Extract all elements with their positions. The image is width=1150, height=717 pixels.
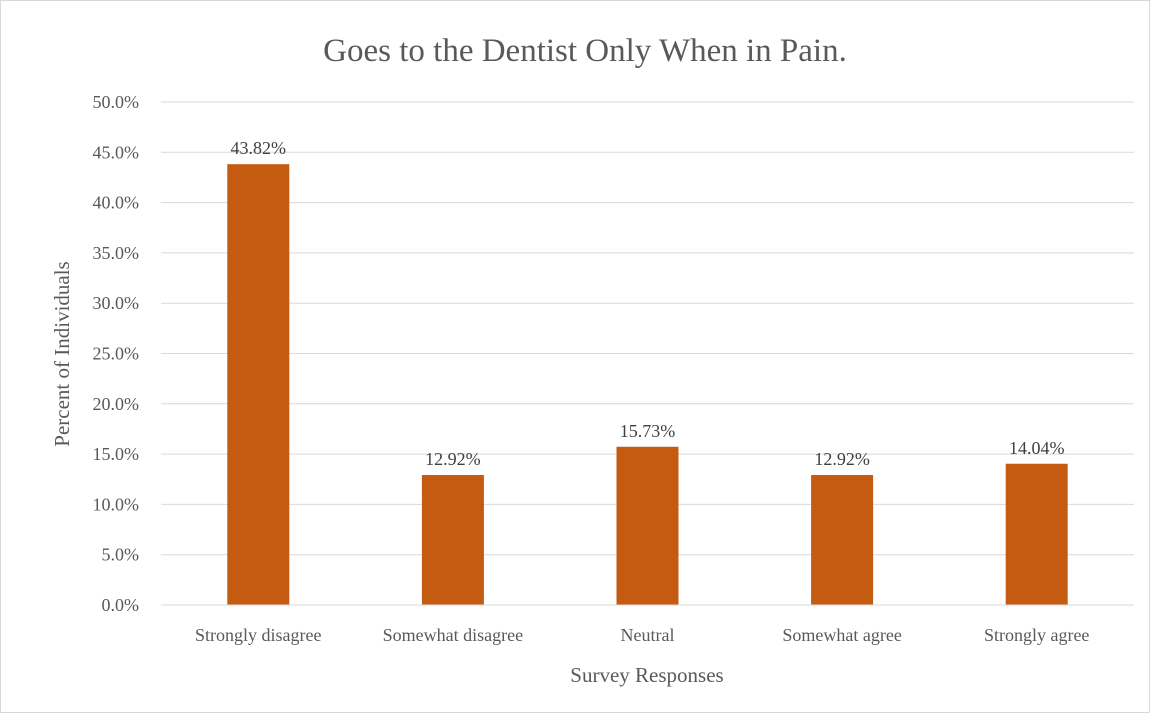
x-category-label: Somewhat disagree — [383, 625, 523, 645]
data-label: 12.92% — [814, 449, 870, 469]
y-tick-label: 30.0% — [93, 293, 140, 313]
y-axis-title: Percent of Individuals — [50, 261, 74, 446]
data-label: 15.73% — [620, 421, 676, 441]
data-label: 43.82% — [231, 138, 287, 158]
x-category-label: Strongly disagree — [195, 625, 321, 645]
data-labels: 43.82% 12.92% 15.73% 12.92% 14.04% — [231, 138, 1065, 469]
bar — [811, 475, 874, 605]
y-axis-tick-labels: 0.0% 5.0% 10.0% 15.0% 20.0% 25.0% 30.0% 35.0% 40… — [93, 92, 140, 615]
y-tick-label: 50.0% — [93, 92, 140, 112]
y-tick-label: 45.0% — [93, 142, 140, 162]
x-axis-title: Survey Responses — [570, 663, 723, 687]
y-tick-label: 0.0% — [102, 595, 140, 615]
bar — [421, 475, 484, 605]
bars — [227, 164, 1068, 605]
y-tick-label: 15.0% — [93, 444, 140, 464]
data-label: 12.92% — [425, 449, 481, 469]
gridlines — [161, 101, 1134, 556]
y-tick-label: 25.0% — [93, 344, 140, 364]
bar — [1005, 463, 1068, 605]
y-tick-label: 40.0% — [93, 193, 140, 213]
chart-title: Goes to the Dentist Only When in Pain. — [323, 33, 847, 69]
bar — [616, 446, 679, 605]
y-tick-label: 10.0% — [93, 494, 140, 514]
y-tick-label: 5.0% — [102, 545, 140, 565]
x-category-label: Somewhat agree — [782, 625, 901, 645]
data-label: 14.04% — [1009, 438, 1065, 458]
x-category-label: Strongly agree — [984, 625, 1089, 645]
y-tick-label: 20.0% — [93, 394, 140, 414]
x-axis-category-labels: Strongly disagree Somewhat disagree Neutra… — [195, 625, 1089, 645]
bar — [227, 164, 290, 605]
x-category-label: Neutral — [621, 625, 675, 645]
y-tick-label: 35.0% — [93, 243, 140, 263]
